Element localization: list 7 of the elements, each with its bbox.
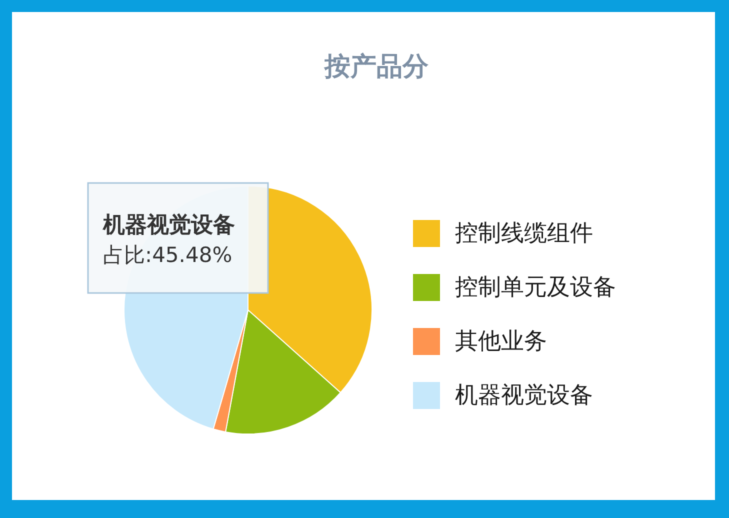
legend-label: 机器视觉设备 (455, 382, 593, 408)
chart-title: 按产品分 (324, 52, 430, 82)
text: 占比:45.48% (103, 243, 232, 267)
legend-label: 控制线缆组件 (455, 220, 593, 246)
text: 机器视觉设备 (102, 213, 235, 238)
legend-label: 控制单元及设备 (455, 274, 616, 300)
legend-label: 其他业务 (455, 328, 547, 354)
